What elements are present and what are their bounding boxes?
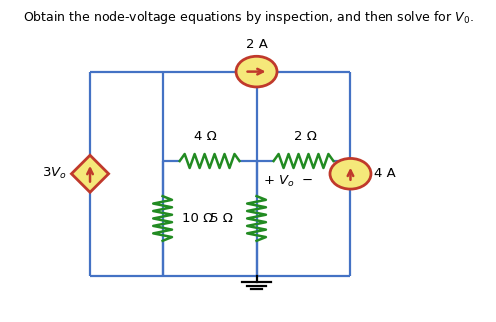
Polygon shape	[71, 155, 109, 192]
Text: 10 Ω: 10 Ω	[182, 212, 213, 225]
Text: 4 A: 4 A	[374, 167, 396, 180]
Text: $3V_o$: $3V_o$	[42, 166, 66, 181]
Text: 2 Ω: 2 Ω	[294, 130, 317, 143]
Text: 5 Ω: 5 Ω	[210, 212, 233, 225]
Circle shape	[236, 56, 277, 87]
Text: Obtain the node-voltage equations by inspection, and then solve for $V_0$.: Obtain the node-voltage equations by ins…	[23, 9, 473, 26]
Circle shape	[330, 158, 371, 189]
Text: 2 A: 2 A	[246, 38, 267, 51]
Text: + $V_o$  −: + $V_o$ −	[263, 174, 313, 189]
Text: 4 Ω: 4 Ω	[194, 130, 217, 143]
